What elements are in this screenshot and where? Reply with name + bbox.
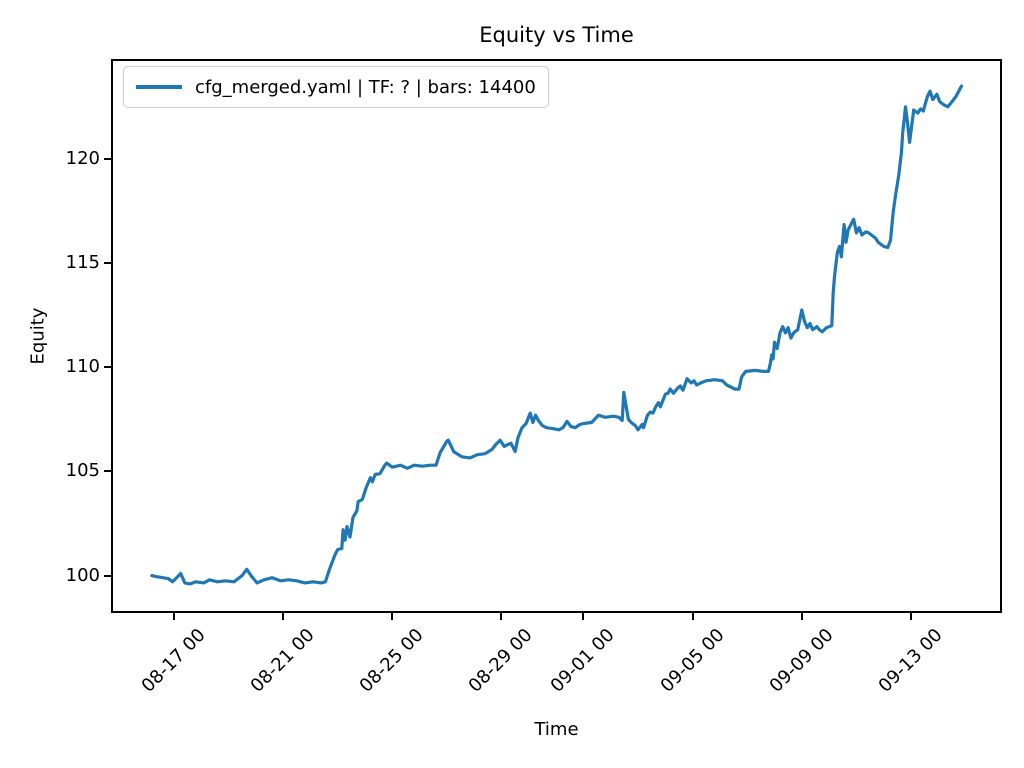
y-tick-mark [104, 157, 111, 160]
y-tick-label: 110 [65, 356, 100, 378]
legend: cfg_merged.yaml | TF: ? | bars: 14400 [123, 66, 549, 108]
equity-line-chart [150, 84, 964, 586]
legend-line-sample-icon [136, 85, 182, 89]
x-tick-label: 09-09 00 [765, 624, 838, 697]
legend-label: cfg_merged.yaml | TF: ? | bars: 14400 [195, 76, 536, 98]
x-tick-label: 09-05 00 [656, 624, 729, 697]
y-tick-mark [104, 366, 111, 369]
x-tick-mark [691, 613, 694, 620]
chart-title: Equity vs Time [479, 23, 634, 47]
x-tick-mark [172, 613, 175, 620]
x-tick-mark [391, 613, 394, 620]
x-tick-label: 09-13 00 [874, 624, 947, 697]
x-tick-mark [582, 613, 585, 620]
y-tick-label: 100 [65, 564, 100, 586]
x-tick-label: 09-01 00 [546, 624, 620, 697]
y-tick-mark [104, 470, 111, 473]
x-tick-mark [500, 613, 503, 620]
y-tick-mark [104, 574, 111, 577]
y-tick-label: 120 [65, 147, 100, 169]
y-tick-label: 115 [65, 252, 100, 274]
y-tick-mark [104, 262, 111, 265]
x-tick-mark [282, 613, 285, 620]
plot-area: cfg_merged.yaml | TF: ? | bars: 14400 [113, 61, 1000, 611]
y-tick-label: 105 [65, 460, 100, 482]
x-axis-title: Time [534, 719, 579, 740]
x-tick-mark [909, 613, 912, 620]
x-tick-label: 08-17 00 [137, 624, 210, 697]
equity-series-line [150, 84, 964, 586]
x-tick-label: 08-29 00 [465, 624, 538, 697]
x-tick-mark [800, 613, 803, 620]
x-tick-label: 08-21 00 [246, 624, 319, 697]
x-tick-label: 08-25 00 [355, 624, 428, 697]
y-axis-title: Equity [27, 307, 49, 365]
